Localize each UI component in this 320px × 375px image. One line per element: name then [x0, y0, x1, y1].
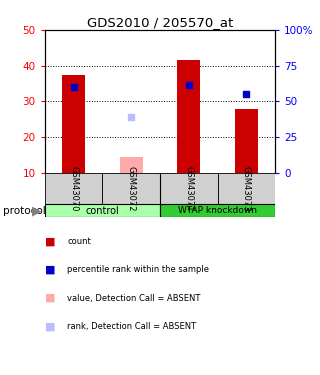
Text: count: count [67, 237, 91, 246]
Text: GSM43073: GSM43073 [242, 166, 251, 211]
Title: GDS2010 / 205570_at: GDS2010 / 205570_at [87, 16, 233, 29]
Point [71, 84, 76, 90]
Text: GSM43070: GSM43070 [69, 166, 78, 211]
Bar [102, 173, 160, 204]
Bar [62, 75, 85, 173]
Text: GSM43072: GSM43072 [127, 166, 136, 211]
Text: value, Detection Call = ABSENT: value, Detection Call = ABSENT [67, 294, 201, 303]
Text: ■: ■ [45, 321, 55, 331]
Bar [177, 60, 200, 173]
Text: percentile rank within the sample: percentile rank within the sample [67, 266, 209, 274]
Text: protocol: protocol [3, 206, 46, 216]
Text: ■: ■ [45, 237, 55, 247]
Bar [218, 173, 275, 204]
Bar [45, 173, 102, 204]
Text: GSM43071: GSM43071 [184, 166, 193, 211]
Text: ■: ■ [45, 265, 55, 275]
Bar [45, 204, 160, 218]
Text: rank, Detection Call = ABSENT: rank, Detection Call = ABSENT [67, 322, 196, 331]
Bar [160, 173, 218, 204]
Text: WTAP knockdown: WTAP knockdown [178, 206, 257, 215]
Bar [120, 157, 143, 173]
Point [244, 91, 249, 97]
Text: ■: ■ [45, 293, 55, 303]
Point [129, 114, 134, 120]
Text: ▶: ▶ [32, 204, 42, 217]
Point [186, 82, 191, 88]
Text: control: control [85, 206, 119, 216]
Bar [160, 204, 275, 218]
Bar [235, 109, 258, 173]
